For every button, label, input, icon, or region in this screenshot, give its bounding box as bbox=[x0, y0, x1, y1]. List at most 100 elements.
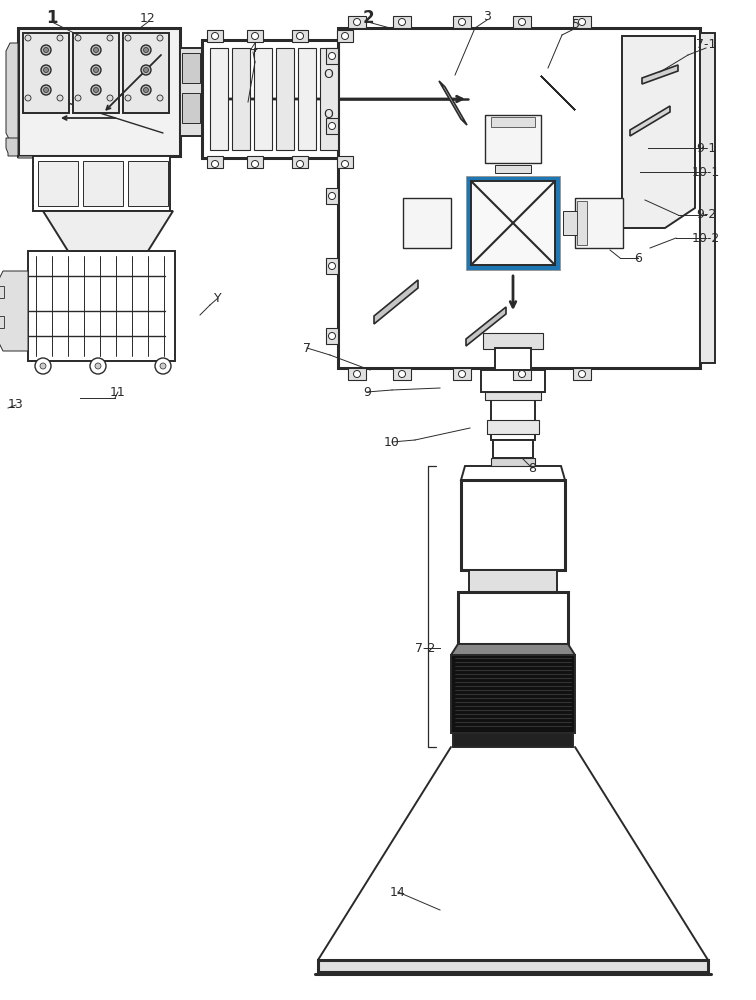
Bar bbox=[495, 165, 531, 173]
Circle shape bbox=[107, 95, 113, 101]
Bar bbox=[123, 33, 169, 113]
Bar bbox=[471, 181, 555, 265]
Circle shape bbox=[212, 160, 218, 167]
Text: 13: 13 bbox=[8, 398, 24, 412]
Circle shape bbox=[91, 65, 101, 75]
Polygon shape bbox=[642, 65, 678, 84]
Bar bbox=[700, 33, 715, 363]
Text: O: O bbox=[323, 68, 333, 82]
Polygon shape bbox=[374, 280, 418, 324]
Bar bbox=[393, 16, 411, 28]
Text: 7-2: 7-2 bbox=[415, 642, 435, 654]
Bar bbox=[491, 117, 535, 127]
Polygon shape bbox=[541, 76, 575, 110]
Polygon shape bbox=[461, 466, 565, 480]
Circle shape bbox=[144, 88, 148, 93]
Text: 5: 5 bbox=[572, 18, 580, 31]
Text: 10-1: 10-1 bbox=[692, 165, 720, 178]
Circle shape bbox=[94, 68, 98, 73]
Text: 10: 10 bbox=[384, 436, 400, 448]
Bar bbox=[393, 368, 411, 380]
Bar bbox=[493, 440, 533, 458]
Circle shape bbox=[57, 95, 63, 101]
Circle shape bbox=[329, 52, 336, 60]
Bar bbox=[326, 188, 338, 204]
Bar bbox=[453, 733, 573, 747]
Circle shape bbox=[75, 35, 81, 41]
Bar bbox=[38, 161, 78, 206]
Text: 7: 7 bbox=[303, 342, 311, 355]
Bar bbox=[83, 161, 123, 206]
Text: 9: 9 bbox=[363, 385, 371, 398]
Bar bbox=[247, 30, 263, 42]
Bar bbox=[28, 251, 175, 361]
Bar bbox=[276, 48, 294, 150]
Bar bbox=[326, 328, 338, 344]
Bar bbox=[320, 48, 338, 150]
Bar bbox=[513, 368, 531, 380]
Text: 12: 12 bbox=[140, 11, 156, 24]
Bar bbox=[202, 40, 338, 158]
Bar bbox=[483, 333, 543, 349]
Circle shape bbox=[44, 47, 48, 52]
Circle shape bbox=[91, 85, 101, 95]
Bar bbox=[453, 368, 471, 380]
Circle shape bbox=[329, 192, 336, 200]
Circle shape bbox=[125, 95, 131, 101]
Circle shape bbox=[578, 370, 585, 377]
Circle shape bbox=[25, 95, 31, 101]
Bar bbox=[337, 156, 353, 168]
Bar bbox=[298, 48, 316, 150]
Bar bbox=[23, 33, 69, 113]
Polygon shape bbox=[6, 138, 33, 158]
Bar bbox=[481, 370, 545, 392]
Circle shape bbox=[141, 45, 151, 55]
Circle shape bbox=[41, 65, 51, 75]
Bar bbox=[292, 30, 308, 42]
Bar bbox=[485, 392, 541, 400]
Bar bbox=[491, 400, 535, 440]
Circle shape bbox=[329, 332, 336, 340]
Circle shape bbox=[398, 18, 405, 25]
Polygon shape bbox=[439, 81, 467, 125]
Polygon shape bbox=[0, 271, 28, 351]
Circle shape bbox=[342, 32, 349, 39]
Bar bbox=[563, 211, 577, 235]
Circle shape bbox=[125, 35, 131, 41]
Text: 9-1: 9-1 bbox=[696, 141, 716, 154]
Bar bbox=[469, 570, 557, 592]
Text: 9-2: 9-2 bbox=[696, 209, 716, 222]
Circle shape bbox=[252, 160, 259, 167]
Text: 7-1: 7-1 bbox=[696, 38, 716, 51]
Polygon shape bbox=[6, 43, 18, 141]
Circle shape bbox=[329, 262, 336, 269]
Circle shape bbox=[342, 160, 349, 167]
Text: 1: 1 bbox=[46, 9, 57, 27]
Bar bbox=[466, 176, 560, 270]
Circle shape bbox=[157, 35, 163, 41]
Bar bbox=[461, 480, 565, 570]
Circle shape bbox=[141, 65, 151, 75]
Text: Y: Y bbox=[214, 292, 222, 304]
Bar bbox=[210, 48, 228, 150]
Circle shape bbox=[41, 45, 51, 55]
Bar bbox=[491, 458, 535, 466]
Bar bbox=[128, 161, 168, 206]
Circle shape bbox=[41, 85, 51, 95]
Circle shape bbox=[296, 32, 303, 39]
Bar bbox=[180, 48, 202, 136]
Circle shape bbox=[157, 95, 163, 101]
Text: 14: 14 bbox=[390, 886, 406, 898]
Circle shape bbox=[160, 363, 166, 369]
Polygon shape bbox=[451, 644, 575, 655]
Circle shape bbox=[25, 35, 31, 41]
Circle shape bbox=[354, 18, 361, 25]
Bar bbox=[348, 16, 366, 28]
Polygon shape bbox=[466, 307, 506, 346]
Bar bbox=[182, 53, 200, 83]
Text: 6: 6 bbox=[634, 251, 642, 264]
Circle shape bbox=[44, 68, 48, 73]
Bar bbox=[577, 201, 587, 245]
Circle shape bbox=[40, 363, 46, 369]
Circle shape bbox=[57, 35, 63, 41]
